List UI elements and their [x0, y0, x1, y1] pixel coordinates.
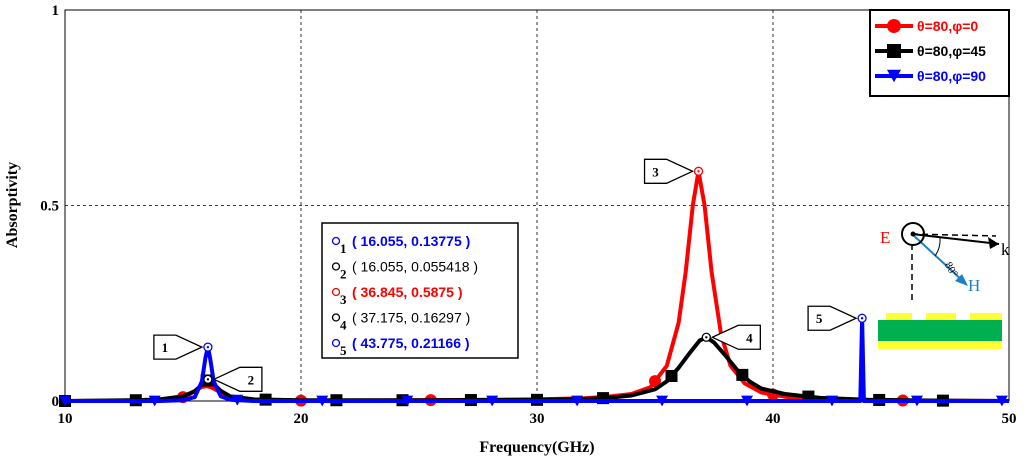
- series-marker: [148, 395, 161, 407]
- inset-e-out-of-plane-circle: [901, 222, 925, 246]
- x-tick-label: 40: [766, 411, 781, 427]
- inset-label-k: k: [1001, 240, 1010, 259]
- inset-dashed-normal: [911, 233, 997, 237]
- inset-k-vector: [911, 233, 1000, 245]
- x-tick-label: 20: [294, 411, 309, 427]
- series-marker: [665, 369, 678, 382]
- readout-coordinates: ( 16.055, 0.055418 ): [352, 259, 478, 275]
- readout-marker-id: 1: [340, 241, 347, 256]
- inset-layer-ground: [878, 341, 1002, 349]
- series-marker: [231, 394, 244, 406]
- x-axis-title: Frequency(GHz): [479, 439, 594, 456]
- x-tick-label: 10: [58, 411, 73, 427]
- readout-marker-id: 5: [340, 343, 347, 358]
- readout-marker-icon: [331, 236, 341, 246]
- marker-point-dot: [206, 378, 210, 381]
- readout-marker-icon: [331, 287, 341, 297]
- series-marker: [741, 395, 754, 407]
- x-tick-label: 50: [1002, 411, 1017, 427]
- readout-marker-icon: [331, 313, 341, 322]
- series-marker: [649, 375, 661, 388]
- legend-label: θ=80,φ=0: [917, 18, 978, 34]
- series-marker: [826, 395, 838, 407]
- readout-coordinates: ( 16.055, 0.13775 ): [352, 233, 470, 249]
- marker-callout-box: [710, 324, 761, 350]
- series-marker: [59, 395, 71, 407]
- readout-marker-icon: [331, 338, 341, 348]
- readout-marker-id: 3: [340, 292, 347, 307]
- series-marker: [486, 395, 499, 407]
- marker-callout-number: 3: [652, 164, 659, 179]
- series-marker: [736, 368, 749, 381]
- inset-angle-arc: [934, 237, 941, 257]
- series-marker: [571, 395, 584, 407]
- x-tick-label: 30: [530, 411, 545, 427]
- y-axis-title: Absorptivity: [4, 162, 21, 248]
- y-tick-label: 1: [52, 3, 60, 19]
- marker-callout-number: 2: [248, 372, 255, 387]
- series-marker: [887, 69, 901, 83]
- legend-label: θ=80,φ=90: [917, 68, 986, 84]
- inset-label-h: H: [968, 276, 980, 295]
- series-group: [59, 316, 1009, 407]
- marker-callout-number: 1: [162, 340, 169, 355]
- legend: θ=80,φ=0 θ=80,φ=45 θ=80,φ=90: [869, 9, 1010, 97]
- series-marker: [910, 395, 923, 407]
- marker-callout-box: [807, 305, 858, 331]
- marker-point-dot: [206, 345, 210, 349]
- marker-callout-box: [212, 366, 263, 392]
- marker-callout-box: [153, 334, 204, 360]
- y-tick-label: 0.5: [40, 199, 59, 215]
- readout-marker-icon: [331, 262, 341, 271]
- series-marker: [656, 395, 669, 407]
- series-line: [65, 316, 1009, 403]
- marker-point-dot: [860, 317, 864, 320]
- readout-coordinates: ( 43.775, 0.21166 ): [352, 335, 470, 351]
- marker-readout-box: 1 ( 16.055, 0.13775 ) 2 ( 16.055, 0.055418 …: [321, 222, 519, 359]
- marker-point-dot: [705, 336, 708, 339]
- axes: 10 20 30 40 50 0 0.5 1: [40, 3, 1016, 427]
- inset-layer-patch: [878, 313, 1002, 320]
- series-marker: [887, 44, 901, 58]
- readout-marker-id: 4: [340, 318, 347, 333]
- series-marker: [316, 395, 329, 407]
- series-marker: [995, 395, 1008, 407]
- series-marker: [887, 19, 901, 33]
- inset-k-arrowhead: [988, 237, 999, 249]
- marker-point-dot: [697, 170, 700, 173]
- readout-coordinates: ( 36.845, 0.5875 ): [352, 284, 463, 300]
- marker-callout-box: [643, 158, 695, 184]
- inset-e-dot: [910, 231, 916, 237]
- series-marker: [401, 395, 414, 407]
- grid: [65, 10, 1009, 401]
- inset-label-e: E: [880, 228, 890, 247]
- marker-callout-number: 5: [816, 311, 823, 326]
- legend-label: θ=80,φ=45: [917, 43, 986, 59]
- marker-callout-number: 4: [746, 330, 753, 345]
- readout-coordinates: ( 37.175, 0.16297 ): [352, 310, 470, 326]
- marker-callouts: 1 2 3 4 5: [153, 158, 867, 392]
- inset-h-arrowhead: [955, 274, 968, 286]
- readout-marker-id: 2: [340, 267, 347, 282]
- y-tick-label: 0: [52, 394, 60, 410]
- incidence-inset: E k H 80°: [878, 222, 1010, 349]
- inset-layer-substrate: [878, 320, 1002, 341]
